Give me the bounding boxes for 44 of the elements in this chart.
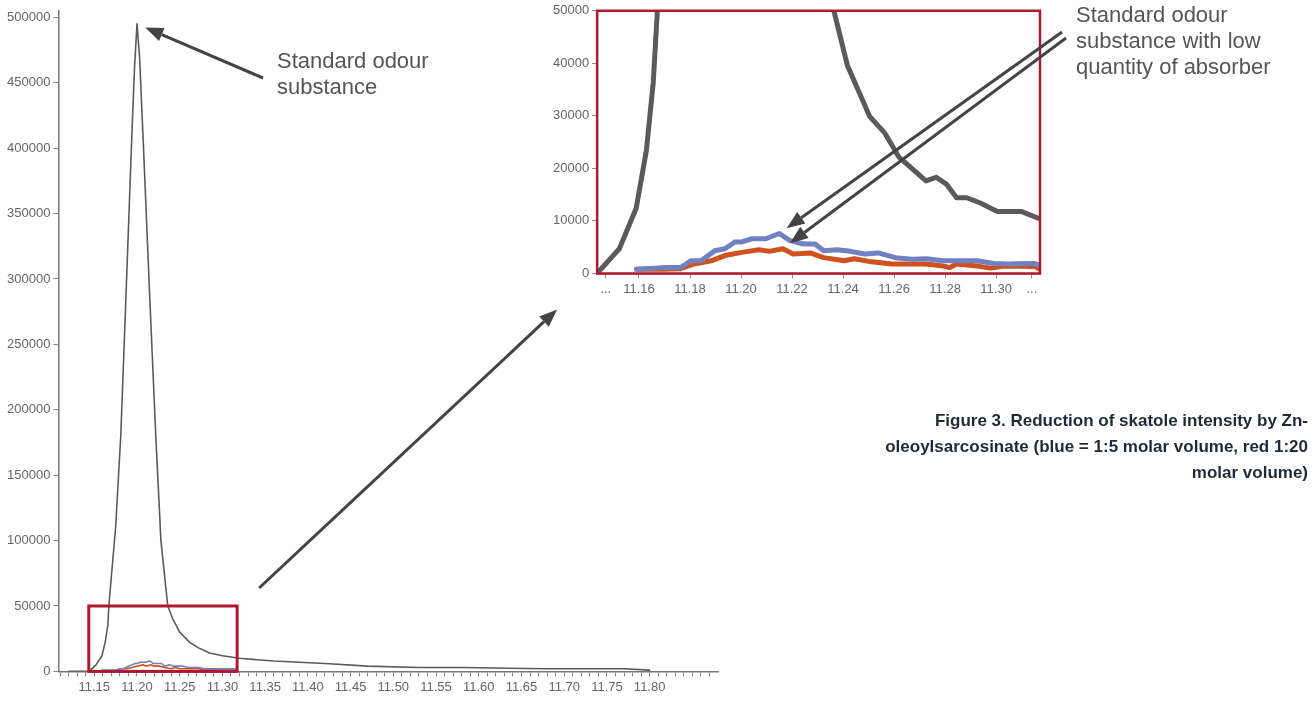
y-tick-label: 450000 bbox=[6, 74, 51, 90]
y-tick-label: 30000 bbox=[552, 107, 590, 123]
x-tick-label: 11.20 bbox=[725, 280, 757, 296]
y-tick-label: 20000 bbox=[552, 159, 590, 175]
y-tick-label: 500000 bbox=[6, 8, 51, 24]
x-tick-label: 11.24 bbox=[827, 280, 859, 296]
x-tick-label: 11.35 bbox=[249, 678, 281, 694]
y-tick-label: 50000 bbox=[14, 597, 51, 613]
x-tick-label: 11.40 bbox=[292, 678, 324, 694]
y-tick-label: 150000 bbox=[6, 466, 51, 482]
x-tick-label: 11.60 bbox=[462, 678, 495, 694]
x-tick-label: 11.75 bbox=[591, 678, 623, 694]
y-tick-label: 350000 bbox=[6, 205, 51, 221]
x-tick-label: 11.22 bbox=[776, 280, 808, 296]
x-tick-label: 11.28 bbox=[929, 280, 961, 296]
x-tick-label: 11.20 bbox=[121, 678, 153, 694]
x-tick-label: ... bbox=[600, 280, 612, 296]
x-tick-label: 11.50 bbox=[377, 678, 410, 694]
y-tick-label: 10000 bbox=[552, 212, 590, 228]
annotation: Standard odour substance bbox=[277, 48, 430, 100]
x-tick-label: 11.16 bbox=[623, 280, 655, 296]
y-tick-label: 300000 bbox=[6, 270, 51, 286]
x-tick-label: 11.45 bbox=[334, 678, 367, 694]
x-tick-label: 11.30 bbox=[980, 280, 1012, 296]
x-tick-label: 11.55 bbox=[420, 678, 452, 694]
x-tick-label: ... bbox=[1026, 280, 1038, 296]
y-tick-label: 50000 bbox=[552, 2, 590, 18]
y-tick-label: 250000 bbox=[6, 335, 51, 351]
y-tick-label: 40000 bbox=[552, 54, 590, 70]
text: Standard odour substance with low quantity of absorber bbox=[1076, 2, 1272, 80]
y-tick-label: 100000 bbox=[6, 532, 51, 548]
y-tick-label: 0 bbox=[43, 662, 51, 678]
x-tick-label: 11.30 bbox=[206, 678, 239, 694]
y-tick-label: 0 bbox=[581, 264, 590, 280]
x-tick-label: 11.70 bbox=[548, 678, 580, 694]
x-tick-label: 11.25 bbox=[163, 678, 196, 694]
caption: Figure 3. Reduction of skatole intensity by Zn-oleoylsarcosinate (blue = 1:5 molar volume, red 1:20 molar volume) bbox=[884, 410, 1308, 484]
x-tick-label: 11.26 bbox=[878, 280, 910, 296]
y-tick-label: 400000 bbox=[6, 139, 51, 155]
x-tick-label: 11.18 bbox=[674, 280, 706, 296]
x-tick-label: 11.80 bbox=[633, 678, 666, 694]
x-tick-label: 11.15 bbox=[78, 678, 111, 694]
y-tick-label: 200000 bbox=[6, 401, 51, 417]
x-tick-label: 11.65 bbox=[505, 678, 538, 694]
